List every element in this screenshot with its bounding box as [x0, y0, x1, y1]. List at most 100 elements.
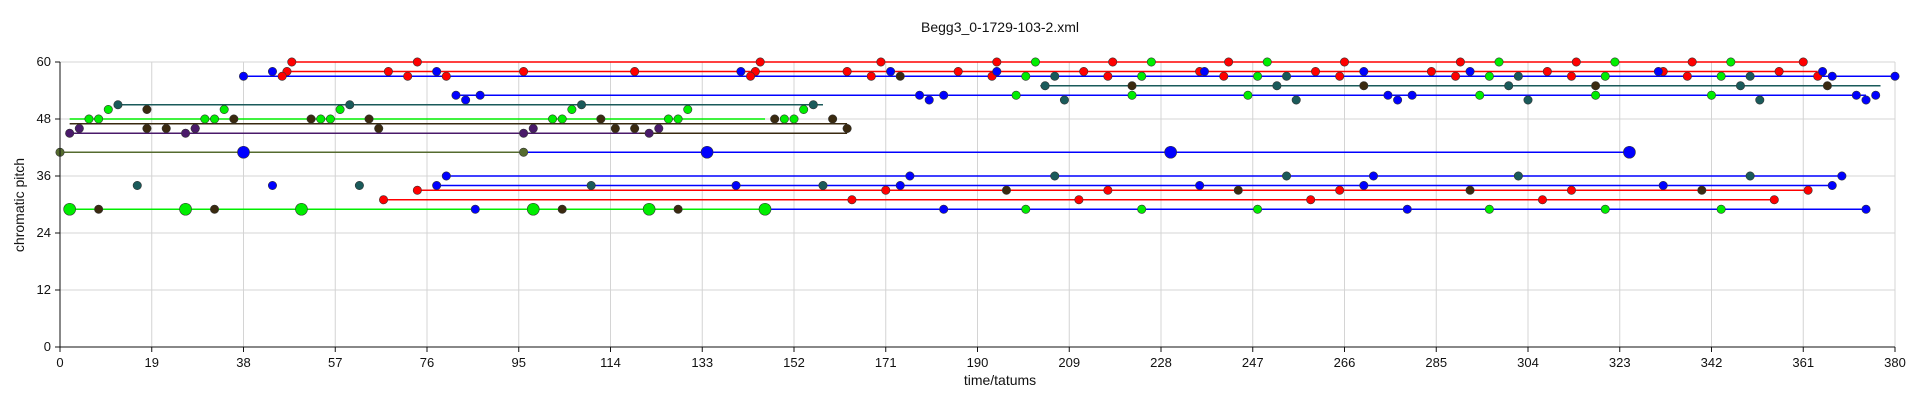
- x-tick-label: 266: [1334, 355, 1356, 370]
- x-tick-label: 76: [420, 355, 434, 370]
- note-point: [239, 71, 249, 81]
- note-point: [905, 171, 915, 181]
- note-point: [1224, 57, 1234, 67]
- note-point: [755, 57, 765, 67]
- x-tick-label: 190: [967, 355, 989, 370]
- x-tick-label: 19: [145, 355, 159, 370]
- note-point: [567, 105, 577, 115]
- x-tick-label: 152: [783, 355, 805, 370]
- x-tick-label: 285: [1425, 355, 1447, 370]
- note-point: [287, 57, 297, 67]
- note-point: [432, 181, 442, 191]
- note-point: [1059, 95, 1069, 105]
- note-point: [1827, 71, 1837, 81]
- note-point: [1030, 57, 1040, 67]
- note-point: [1827, 181, 1837, 191]
- note-point: [1610, 57, 1620, 67]
- note-point: [1591, 81, 1601, 91]
- x-tick-label: 95: [512, 355, 526, 370]
- note-point: [700, 145, 714, 159]
- note-point: [1340, 57, 1350, 67]
- note-point: [1658, 181, 1668, 191]
- note-point: [1623, 145, 1636, 159]
- note-point: [1127, 90, 1137, 100]
- note-point: [992, 67, 1002, 77]
- note-point: [673, 204, 683, 214]
- note-point: [876, 57, 886, 67]
- note-point: [548, 114, 558, 124]
- x-tick-label: 0: [56, 355, 63, 370]
- note-point: [1243, 90, 1253, 100]
- note-point: [818, 181, 828, 191]
- note-point: [895, 71, 905, 81]
- note-point: [132, 181, 142, 191]
- note-point: [828, 114, 838, 124]
- note-point: [229, 114, 239, 124]
- note-point: [939, 204, 949, 214]
- note-point: [789, 114, 799, 124]
- y-tick-label: 60: [37, 54, 51, 69]
- note-point: [731, 181, 741, 191]
- note-point: [1359, 67, 1369, 77]
- note-points-layer: [55, 57, 1900, 216]
- note-point: [1861, 95, 1871, 105]
- note-point: [1050, 171, 1060, 181]
- note-point: [1335, 71, 1345, 81]
- x-tick-label: 361: [1792, 355, 1814, 370]
- note-point: [758, 202, 772, 216]
- note-point: [1537, 195, 1547, 205]
- note-point: [630, 124, 640, 134]
- x-tick-label: 171: [875, 355, 897, 370]
- note-point: [295, 202, 308, 216]
- note-point: [596, 114, 606, 124]
- note-point: [345, 100, 355, 110]
- note-point: [992, 57, 1002, 67]
- note-point: [316, 114, 326, 124]
- note-point: [1697, 185, 1707, 195]
- note-point: [1707, 90, 1717, 100]
- note-point: [441, 171, 451, 181]
- note-point: [1146, 57, 1156, 67]
- x-tick-label: 342: [1701, 355, 1723, 370]
- note-point: [1504, 81, 1514, 91]
- note-point: [379, 195, 389, 205]
- note-point: [528, 124, 538, 134]
- note-point: [1359, 81, 1369, 91]
- note-point: [1726, 57, 1736, 67]
- y-tick-label: 48: [37, 111, 51, 126]
- note-point: [451, 90, 461, 100]
- note-point: [1137, 204, 1147, 214]
- note-point: [1306, 195, 1316, 205]
- note-point: [866, 71, 876, 81]
- note-point: [325, 114, 335, 124]
- x-tick-label: 304: [1517, 355, 1539, 370]
- note-point: [1890, 71, 1900, 81]
- note-point: [374, 124, 384, 134]
- note-point: [1798, 57, 1808, 67]
- note-point: [1769, 195, 1779, 205]
- note-point: [403, 71, 413, 81]
- note-point: [1871, 90, 1881, 100]
- note-point: [1818, 67, 1828, 77]
- note-point: [1513, 71, 1523, 81]
- note-point: [1755, 95, 1765, 105]
- note-point: [1426, 67, 1436, 77]
- note-point: [1359, 181, 1369, 191]
- note-point: [1687, 57, 1697, 67]
- note-point: [895, 181, 905, 191]
- note-point: [1402, 204, 1412, 214]
- chart-title: Begg3_0-1729-103-2.xml: [921, 19, 1079, 35]
- note-point: [577, 100, 587, 110]
- note-point: [1137, 71, 1147, 81]
- x-axis-label: time/tatums: [964, 372, 1036, 388]
- note-point: [915, 90, 925, 100]
- note-point: [267, 67, 277, 77]
- note-point: [1745, 71, 1755, 81]
- note-point: [1475, 90, 1485, 100]
- note-point: [470, 204, 480, 214]
- note-point: [1393, 95, 1403, 105]
- note-point: [610, 124, 620, 134]
- note-point: [683, 105, 693, 115]
- note-point: [1383, 90, 1393, 100]
